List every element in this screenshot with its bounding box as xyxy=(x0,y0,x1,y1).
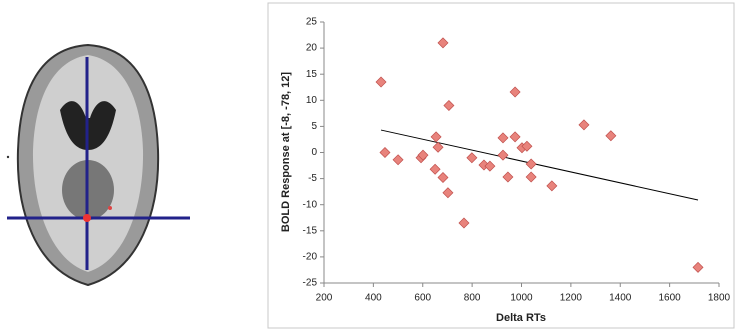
x-tick-label: 1400 xyxy=(609,293,632,304)
y-tick-label: 25 xyxy=(306,17,318,28)
x-tick-label: 800 xyxy=(464,293,481,304)
brain-image xyxy=(7,45,190,285)
y-tick-label: -25 xyxy=(303,278,318,289)
y-tick-label: -5 xyxy=(308,173,317,184)
y-tick-label: 10 xyxy=(306,95,318,106)
x-tick-label: 600 xyxy=(414,293,431,304)
x-tick-label: 1200 xyxy=(560,293,583,304)
x-tick-label: 200 xyxy=(316,293,333,304)
screen: Delta RTs BOLD Response at [-8, -78, 12]… xyxy=(0,0,735,330)
y-tick-label: 5 xyxy=(311,121,317,132)
x-tick-label: 1000 xyxy=(510,293,533,304)
y-axis-label: BOLD Response at [-8, -78, 12] xyxy=(280,72,292,232)
x-tick-label: 400 xyxy=(365,293,382,304)
y-tick-label: 20 xyxy=(306,43,318,54)
x-axis-label: Delta RTs xyxy=(496,312,546,324)
x-tick-label: 1800 xyxy=(708,293,731,304)
y-tick-label: -15 xyxy=(303,225,318,236)
y-tick-label: 0 xyxy=(311,147,317,158)
y-tick-label: 15 xyxy=(306,69,318,80)
y-tick-label: -20 xyxy=(303,252,318,263)
y-tick-label: -10 xyxy=(303,199,318,210)
x-tick-label: 1600 xyxy=(659,293,682,304)
chart-frame xyxy=(268,3,734,328)
